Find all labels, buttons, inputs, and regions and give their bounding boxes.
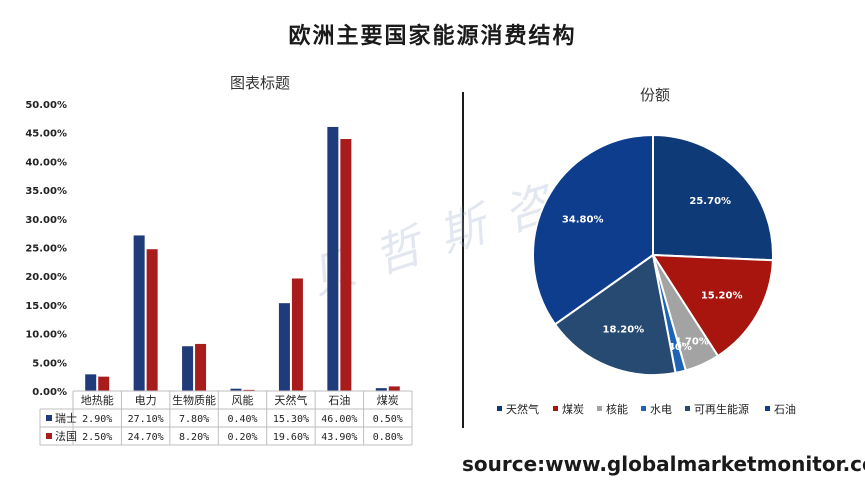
- legend-label: 法国: [55, 429, 77, 443]
- legend-swatch-天然气: [497, 406, 502, 411]
- pie-slice-label: 25.70%: [689, 196, 731, 207]
- legend-swatch-瑞士: [46, 415, 52, 421]
- data-label: 43.90%: [321, 432, 357, 443]
- bar-法国-生物质能: [195, 343, 207, 391]
- legend-label: 水电: [650, 403, 672, 416]
- page-title: 欧洲主要国家能源消费结构: [288, 24, 577, 49]
- category-label: 电力: [135, 394, 157, 407]
- bar-瑞士-煤炭: [375, 388, 387, 391]
- y-tick-label: 40.00%: [25, 157, 67, 168]
- y-tick-label: 5.00%: [32, 358, 67, 369]
- bar-chart-title: 图表标题: [229, 74, 290, 92]
- pie-slice-label: 15.20%: [701, 290, 743, 301]
- pie-slice-label: 4.70%: [674, 336, 709, 347]
- legend-swatch-煤炭: [553, 406, 558, 411]
- legend-label: 煤炭: [562, 403, 584, 416]
- bar-chart: 0.00% 5.00% 10.00% 15.00% 20.00% 25.00% 30.00%…: [25, 100, 413, 446]
- category-label: 天然气: [274, 393, 307, 407]
- category-label: 地热能: [81, 393, 114, 407]
- legend-swatch-核能: [597, 406, 602, 411]
- bar-瑞士-地热能: [85, 374, 97, 391]
- data-label: 24.70%: [128, 432, 164, 443]
- category-label: 生物质能: [172, 393, 216, 407]
- bar-瑞士-石油: [327, 126, 339, 392]
- data-label: 7.80%: [179, 414, 209, 425]
- y-tick-label: 30.00%: [25, 215, 67, 226]
- bar-法国-风能: [243, 389, 255, 391]
- pie-slice-label: 18.20%: [603, 324, 645, 335]
- data-label: 0.20%: [227, 432, 257, 443]
- pie-slice-石油: [532, 133, 654, 326]
- bar-法国-电力: [146, 249, 158, 391]
- bar-法国-石油: [340, 139, 352, 391]
- y-tick-label: 20.00%: [25, 272, 67, 283]
- data-label: 0.50%: [373, 414, 403, 425]
- pie-slice-天然气: [652, 133, 774, 262]
- data-label: 27.10%: [128, 414, 164, 425]
- legend-label: 瑞士: [55, 411, 77, 425]
- pie-chart-title: 份额: [639, 86, 670, 104]
- data-label: 0.80%: [373, 432, 403, 443]
- data-label: 46.00%: [321, 414, 357, 425]
- divider: [462, 92, 464, 428]
- pie-slice-label: 1.40%: [657, 342, 692, 353]
- bar-瑞士-生物质能: [182, 346, 194, 391]
- pie-chart: 25.70% 15.20% 4.70%1.40% 18.20% 34.80% 天然气 煤炭 核…: [497, 133, 796, 416]
- y-tick-label: 15.00%: [25, 301, 67, 312]
- bar-法国-地热能: [98, 376, 110, 391]
- y-tick-label: 0.00%: [32, 387, 67, 398]
- data-label: 15.30%: [273, 414, 309, 425]
- legend-swatch-水电: [641, 406, 646, 411]
- data-label: 2.90%: [82, 414, 112, 425]
- pie-slice-label: 34.80%: [562, 215, 604, 226]
- category-label: 风能: [232, 393, 254, 407]
- pie-slice-煤炭: [651, 253, 774, 358]
- legend-label: 可再生能源: [694, 402, 749, 416]
- legend-label: 石油: [774, 402, 796, 416]
- y-tick-label: 35.00%: [25, 186, 67, 197]
- legend-label: 天然气: [506, 402, 539, 416]
- category-label: 石油: [328, 393, 350, 407]
- pie-slice-可再生能源: [553, 253, 677, 376]
- data-label: 0.40%: [227, 414, 257, 425]
- category-label: 煤炭: [377, 394, 399, 407]
- bar-法国-天然气: [291, 278, 303, 391]
- legend-label: 核能: [606, 402, 628, 416]
- data-label: 8.20%: [179, 432, 209, 443]
- bar-瑞士-电力: [133, 235, 145, 391]
- bar-法国-煤炭: [388, 386, 400, 391]
- y-tick-label: 10.00%: [25, 330, 67, 341]
- data-label: 19.60%: [273, 432, 309, 443]
- source-text: source:www.globalmarketmonitor.com: [462, 452, 865, 476]
- bar-瑞士-风能: [230, 388, 242, 391]
- legend-swatch-可再生能源: [685, 406, 690, 411]
- y-tick-label: 45.00%: [25, 129, 67, 140]
- legend-swatch-石油: [765, 406, 770, 411]
- data-label: 2.50%: [82, 432, 112, 443]
- legend-swatch-法国: [46, 433, 52, 439]
- y-tick-label: 25.00%: [25, 244, 67, 255]
- y-tick-label: 50.00%: [25, 100, 67, 111]
- bar-瑞士-天然气: [278, 303, 290, 391]
